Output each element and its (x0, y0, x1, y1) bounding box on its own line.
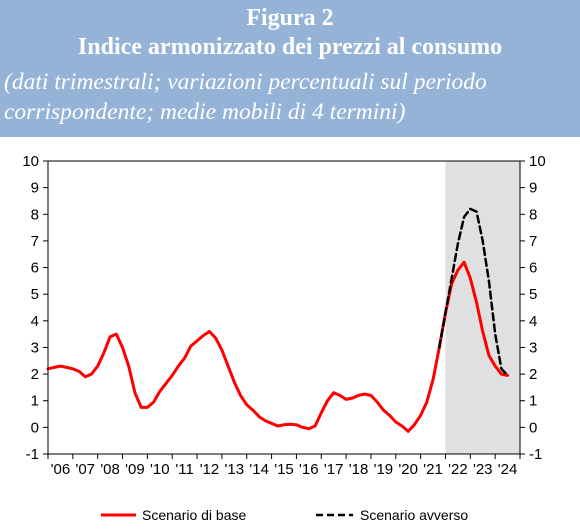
legend: Scenario di base Scenario avverso (101, 507, 468, 523)
x-tick-label: '21 (423, 461, 443, 478)
legend-label-base: Scenario di base (142, 507, 247, 523)
y-tick-label-right: 8 (529, 206, 537, 223)
y-tick-label-right: 6 (529, 260, 537, 277)
y-tick-label-left: 2 (31, 366, 39, 383)
x-tick-label: '09 (125, 461, 145, 478)
y-tick-label-left: 8 (31, 206, 39, 223)
x-tick-label: '12 (200, 461, 220, 478)
y-tick-label-right: -1 (529, 446, 542, 463)
x-tick-label: '22 (448, 461, 468, 478)
y-tick-label-left: 0 (31, 419, 39, 436)
y-tick-label-left: 1 (31, 393, 39, 410)
x-tick-label: '08 (100, 461, 120, 478)
y-tick-label-right: 3 (529, 339, 537, 356)
chart-title: Indice armonizzato dei prezzi al consumo (77, 34, 503, 60)
y-tick-label-right: 5 (529, 286, 537, 303)
y-tick-label-right: 7 (529, 233, 537, 250)
series-line-base (46, 260, 510, 433)
y-tick-label-left: 6 (31, 260, 39, 277)
y-tick-label-right: 9 (529, 180, 537, 197)
y-tick-label-right: 0 (529, 419, 537, 436)
y-tick-label-left: 3 (31, 339, 39, 356)
x-tick-label: '19 (374, 461, 394, 478)
x-tick-label: '13 (225, 461, 245, 478)
x-tick-label: '23 (473, 461, 493, 478)
plot-area: -1 -1 0 0 1 1 2 2 3 3 4 4 5 5 6 6 7 7 8 8 9 9 10 10 '06'07 '08 '09… (22, 153, 545, 478)
x-tick-label: '16 (299, 461, 319, 478)
figure-header: Figura 2 Indice armonizzato dei prezzi a… (0, 0, 580, 137)
y-tick-label-right: 4 (529, 313, 537, 330)
y-tick-label-left: 5 (31, 286, 39, 303)
x-tick-label: '18 (349, 461, 369, 478)
y-tick-label-left: 4 (31, 313, 39, 330)
figure-label: Figura 2 (246, 5, 334, 31)
x-tick-label: '06 (51, 461, 71, 478)
x-tick-label: '17 (324, 461, 344, 478)
x-tick-label: '07 (75, 461, 95, 478)
chart-subtitle-line-1: (dati trimestrali; variazioni percentual… (4, 69, 487, 95)
forecast-shaded-region (445, 161, 520, 454)
legend-label-adverse: Scenario avverso (360, 507, 468, 523)
x-tick-label: '24 (498, 461, 518, 478)
x-tick-label: '10 (150, 461, 170, 478)
y-tick-label-left: -1 (26, 446, 39, 463)
line-chart: -1 -1 0 0 1 1 2 2 3 3 4 4 5 5 6 6 7 7 8 8 9 9 10 10 '06'07 '08 '09… (22, 153, 545, 523)
y-tick-label-right: 2 (529, 366, 537, 383)
plot-frame (47, 160, 521, 455)
y-tick-label-right: 1 (529, 393, 537, 410)
chart-subtitle-line-2: corrispondente; medie mobili di 4 termin… (4, 99, 406, 125)
series-line-adverse (438, 207, 509, 377)
x-tick-label: '20 (398, 461, 418, 478)
y-tick-label-left: 10 (22, 153, 39, 170)
x-tick-label: '14 (249, 461, 269, 478)
y-tick-label-left: 7 (31, 233, 39, 250)
y-tick-label-left: 9 (31, 180, 39, 197)
x-tick-label: '15 (274, 461, 294, 478)
x-tick-label: '11 (175, 461, 193, 478)
y-tick-label-right: 10 (529, 153, 546, 170)
